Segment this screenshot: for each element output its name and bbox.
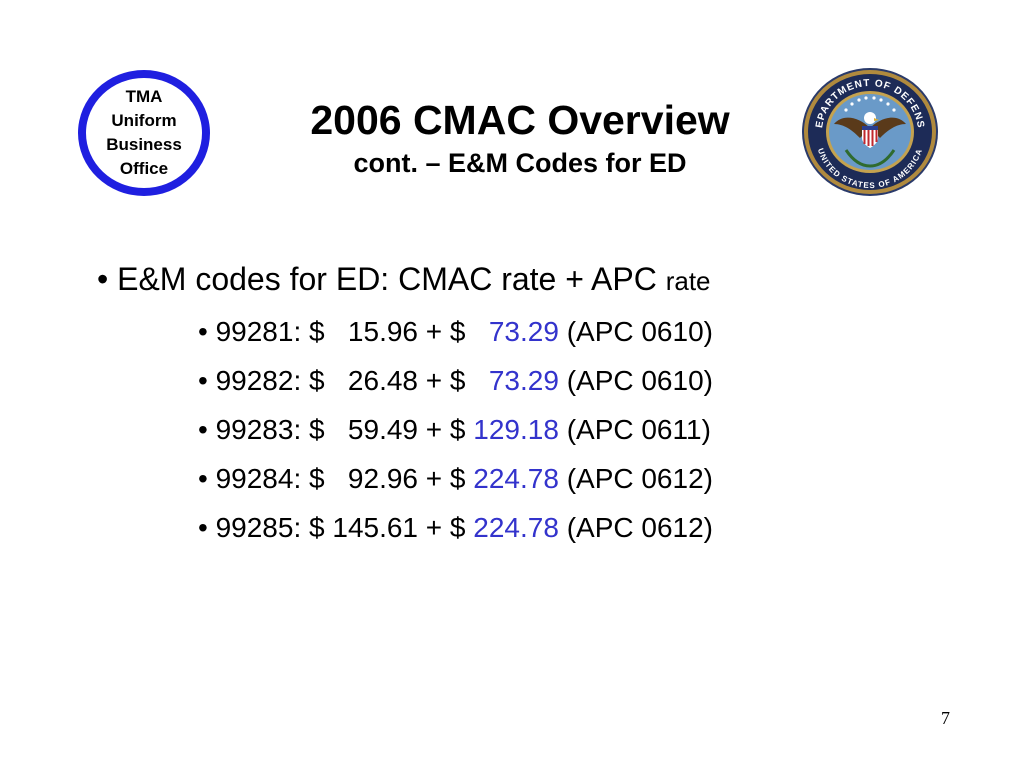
bullet-marker: • <box>97 261 109 297</box>
code-rate-row: • 99282: $ 26.48 + $ 73.29 (APC 0610) <box>198 356 917 405</box>
apc-rate: 73.29 <box>473 316 559 347</box>
bullet-marker: • <box>198 463 208 494</box>
code: 99285: <box>215 512 302 543</box>
tma-ubo-logo: TMA Uniform Business Office <box>78 70 210 196</box>
apc-rate: 224.78 <box>473 512 559 543</box>
bullet-list: • E&M codes for ED: CMAC rate + APC rate… <box>97 255 917 552</box>
apc-rate: 129.18 <box>473 414 559 445</box>
apc-code: (APC 0612) <box>566 512 713 543</box>
bullet-marker: • <box>198 316 208 347</box>
logo-line: Office <box>119 159 169 178</box>
bullet-marker: • <box>198 365 208 396</box>
code-rate-row: • 99284: $ 92.96 + $ 224.78 (APC 0612) <box>198 454 917 503</box>
code: 99282: <box>215 365 302 396</box>
logo-line: Business <box>106 135 182 154</box>
plus-sign: + $ <box>425 365 466 396</box>
code: 99284: <box>215 463 302 494</box>
logo-line: Uniform <box>111 111 177 130</box>
apc-code: (APC 0610) <box>566 316 713 347</box>
code-rate-list: • 99281: $ 15.96 + $ 73.29 (APC 0610) • … <box>97 307 917 552</box>
apc-rate: 224.78 <box>473 463 559 494</box>
cmac-rate: $ 145.61 <box>309 512 419 543</box>
page-subtitle: cont. – E&M Codes for ED <box>353 148 687 178</box>
code: 99283: <box>215 414 302 445</box>
cmac-rate: $ 59.49 <box>309 414 418 445</box>
code-rate-row: • 99285: $ 145.61 + $ 224.78 (APC 0612) <box>198 503 917 552</box>
bullet-marker: • <box>198 512 208 543</box>
main-bullet-text-small: rate <box>665 266 711 296</box>
logo-line: TMA <box>125 87 163 106</box>
code-rate-row: • 99281: $ 15.96 + $ 73.29 (APC 0610) <box>198 307 917 356</box>
main-bullet: • E&M codes for ED: CMAC rate + APC rate <box>97 255 917 305</box>
apc-code: (APC 0610) <box>566 365 713 396</box>
apc-rate: 73.29 <box>473 365 559 396</box>
plus-sign: + $ <box>425 463 466 494</box>
plus-sign: + $ <box>425 512 466 543</box>
main-bullet-text: E&M codes for ED: CMAC rate + APC <box>117 261 657 297</box>
cmac-rate: $ 15.96 <box>309 316 418 347</box>
cmac-rate: $ 92.96 <box>309 463 418 494</box>
plus-sign: + $ <box>425 414 466 445</box>
title-block: 2006 CMAC Overview cont. – E&M Codes for… <box>230 96 810 180</box>
cmac-rate: $ 26.48 <box>309 365 418 396</box>
apc-code: (APC 0612) <box>566 463 713 494</box>
plus-sign: + $ <box>425 316 466 347</box>
code: 99281: <box>215 316 302 347</box>
page-title: 2006 CMAC Overview <box>310 97 730 143</box>
bullet-marker: • <box>198 414 208 445</box>
page-number: 7 <box>941 708 950 728</box>
apc-code: (APC 0611) <box>566 414 711 445</box>
code-rate-row: • 99283: $ 59.49 + $ 129.18 (APC 0611) <box>198 405 917 454</box>
